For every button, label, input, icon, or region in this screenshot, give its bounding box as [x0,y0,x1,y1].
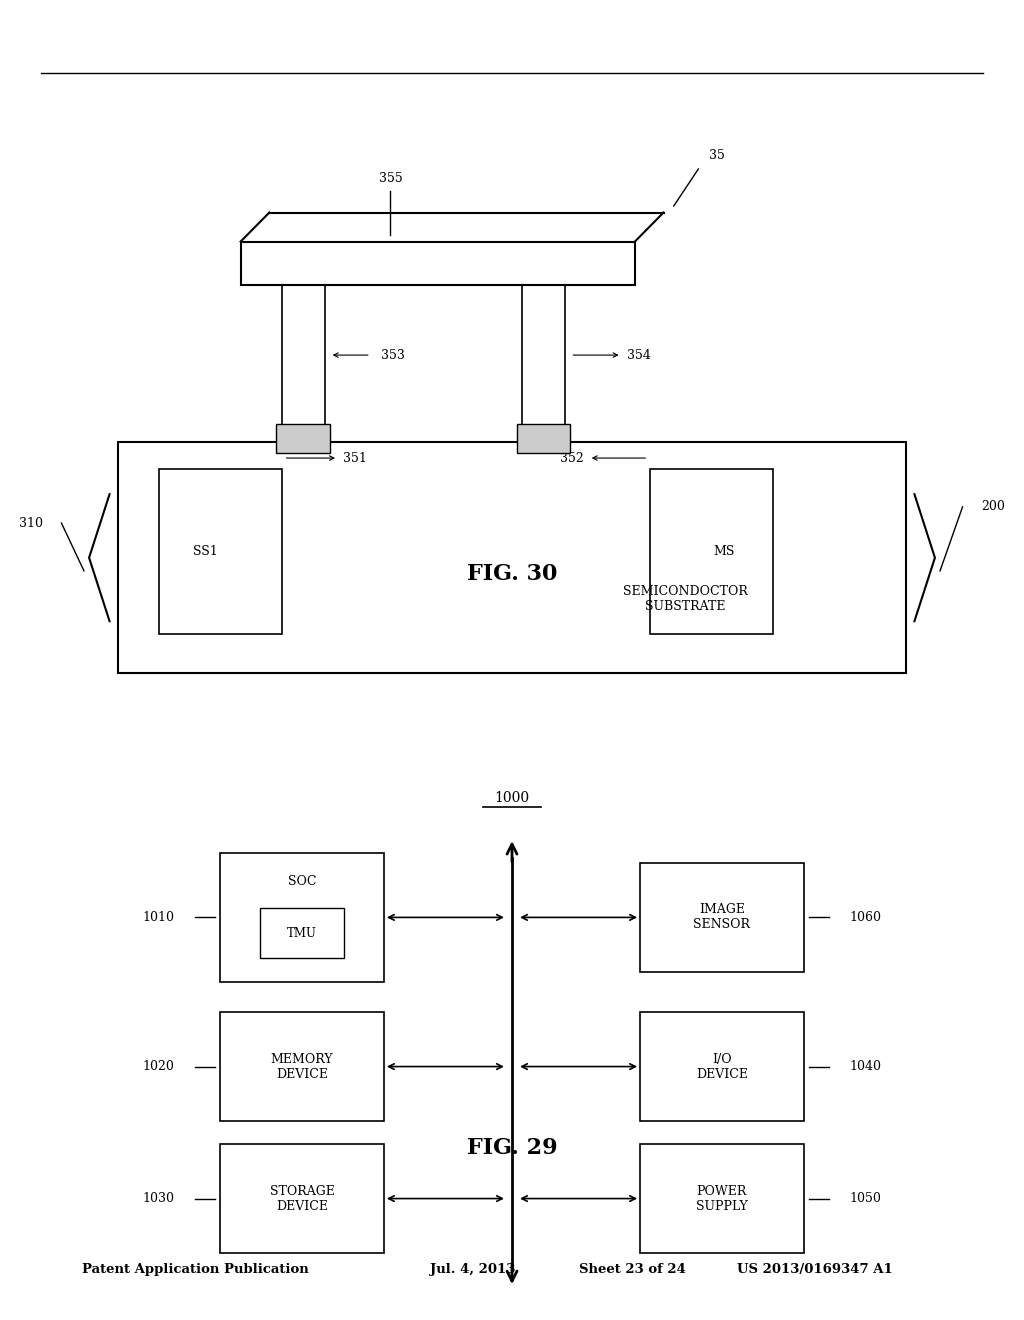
Text: POWER
SUPPLY: POWER SUPPLY [696,1184,748,1213]
Text: STORAGE
DEVICE: STORAGE DEVICE [269,1184,335,1213]
Text: SEMICONDOCTOR
SUBSTRATE: SEMICONDOCTOR SUBSTRATE [623,585,748,614]
Bar [220,1144,384,1253]
Bar [220,853,384,982]
Bar [276,424,330,453]
Text: FIG. 30: FIG. 30 [467,564,557,585]
Text: I/O
DEVICE: I/O DEVICE [696,1052,748,1081]
Bar [220,1012,384,1121]
Text: US 2013/0169347 A1: US 2013/0169347 A1 [737,1263,893,1276]
Text: 1030: 1030 [142,1192,174,1205]
Bar [260,908,344,958]
Bar [640,1144,804,1253]
Text: Patent Application Publication: Patent Application Publication [82,1263,308,1276]
Bar [118,442,906,673]
Bar [640,863,804,972]
Text: 1020: 1020 [142,1060,174,1073]
Bar [640,1012,804,1121]
Text: 352: 352 [560,451,584,465]
Text: 310: 310 [18,516,43,529]
Text: 1010: 1010 [142,911,174,924]
Text: SS1: SS1 [194,545,218,557]
Text: 354: 354 [627,348,650,362]
Text: 1060: 1060 [850,911,882,924]
Text: 351: 351 [343,451,367,465]
Bar [159,469,282,634]
Bar [282,284,325,442]
Text: FIG. 29: FIG. 29 [467,1138,557,1159]
Text: 353: 353 [381,348,404,362]
Text: TMU: TMU [287,927,317,940]
Text: 355: 355 [379,172,402,185]
Bar [517,424,570,453]
Text: Jul. 4, 2013: Jul. 4, 2013 [430,1263,515,1276]
Text: SOC: SOC [288,875,316,887]
Bar [241,242,635,285]
Text: 1040: 1040 [850,1060,882,1073]
Text: IMAGE
SENSOR: IMAGE SENSOR [693,903,751,932]
Text: 200: 200 [981,500,1006,513]
Text: Sheet 23 of 24: Sheet 23 of 24 [579,1263,685,1276]
Bar [522,284,565,442]
Text: 35: 35 [709,149,725,162]
Text: MS: MS [714,545,734,557]
Bar [650,469,773,634]
Text: 1050: 1050 [850,1192,882,1205]
Text: 1000: 1000 [495,791,529,805]
Text: MEMORY
DEVICE: MEMORY DEVICE [270,1052,334,1081]
